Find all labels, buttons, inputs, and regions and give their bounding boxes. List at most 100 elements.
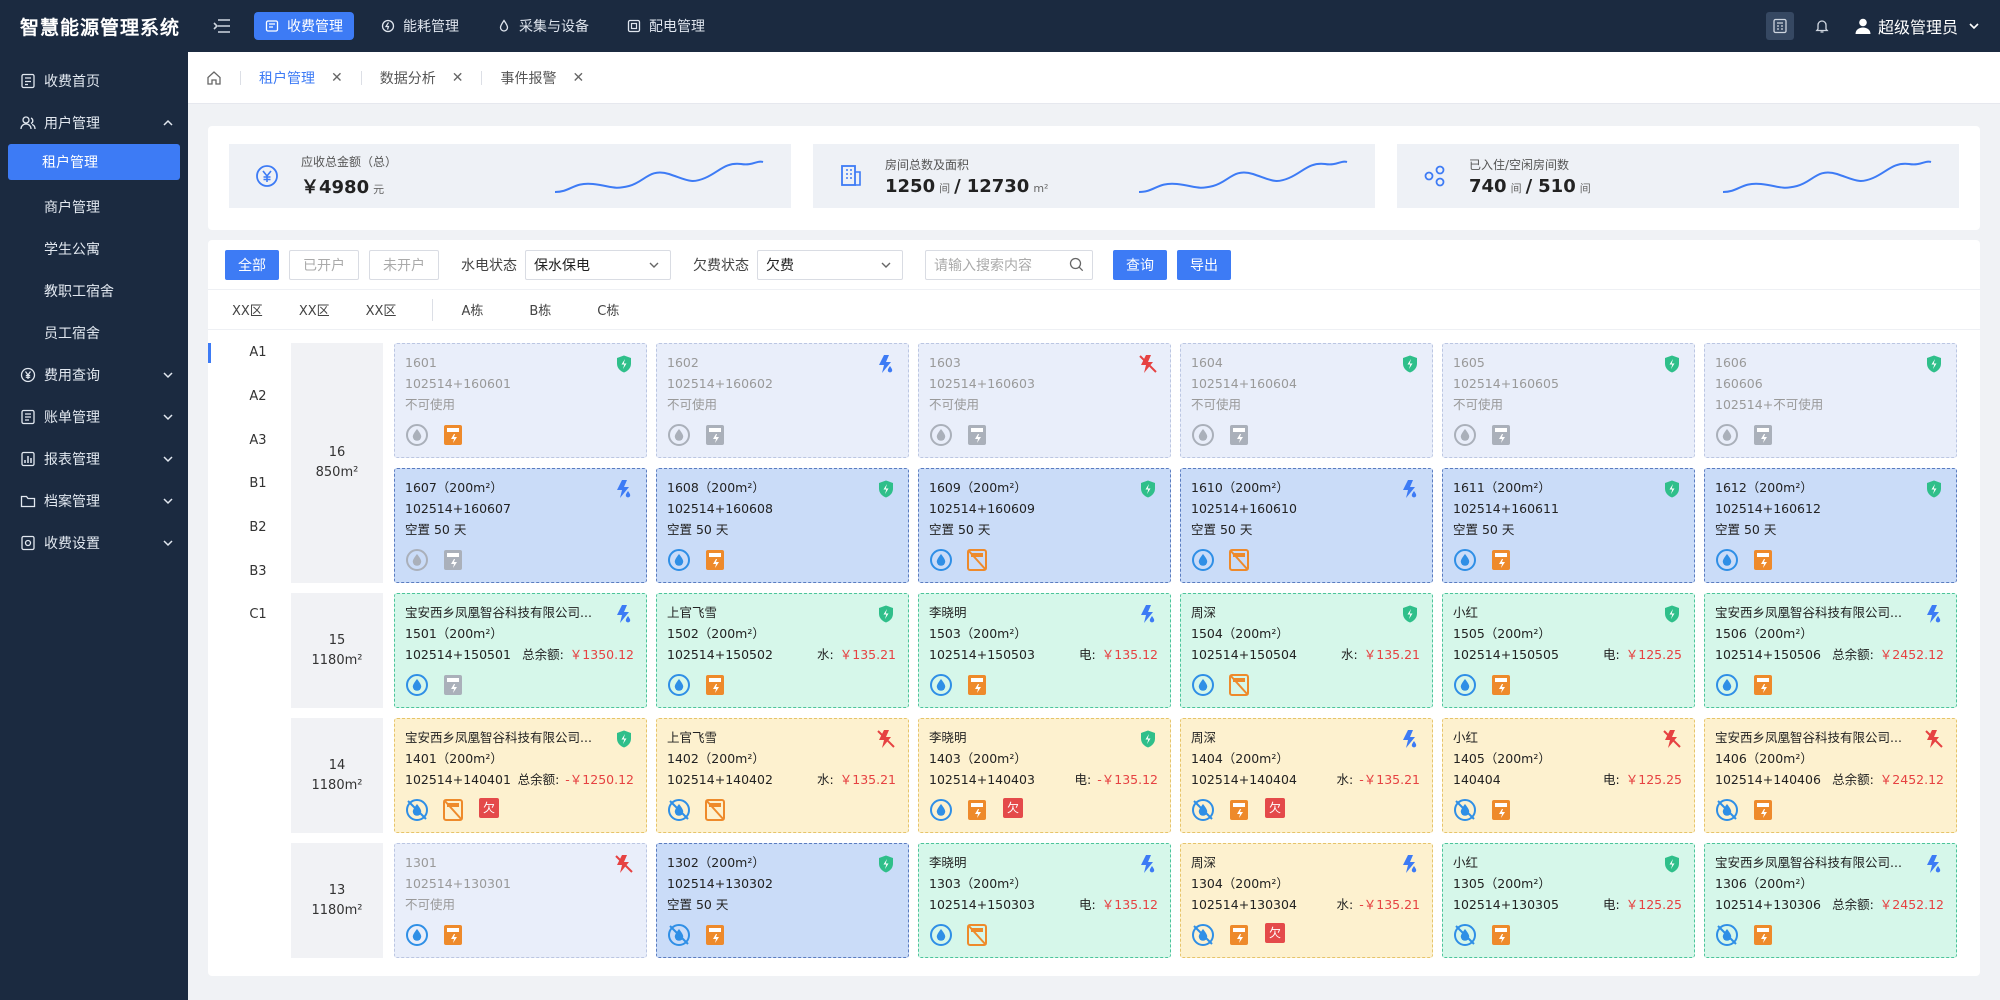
room-card[interactable]: 1610（200m²） 102514+160610 空置 50 天 (1180, 468, 1433, 583)
meter-off-icon[interactable] (441, 798, 465, 822)
gauge-icon[interactable] (929, 548, 953, 572)
gauge-icon[interactable] (1453, 423, 1477, 447)
gauge-off-icon[interactable] (405, 798, 429, 822)
meter-icon[interactable] (703, 548, 727, 572)
water-status-select[interactable]: 保水保电 (525, 249, 671, 280)
sidebar-subitem-0[interactable]: 租户管理 (8, 144, 180, 180)
gauge-off-icon[interactable] (667, 798, 691, 822)
gauge-icon[interactable] (929, 423, 953, 447)
room-card[interactable]: 1601 102514+160601 不可使用 (394, 343, 647, 458)
building-tab-1[interactable]: B栋 (529, 304, 552, 319)
meter-icon[interactable] (1489, 923, 1513, 947)
meter-off-icon[interactable] (965, 923, 989, 947)
room-card[interactable]: 宝安西乡凤凰智谷科技有限公司... 1506（200m²） 102514+15050… (1704, 593, 1957, 708)
topnav-item-0[interactable]: 收费管理 (254, 12, 354, 40)
meter-icon[interactable] (965, 673, 989, 697)
zone-tab-0[interactable]: XX区 (232, 304, 263, 319)
gauge-icon[interactable] (1453, 673, 1477, 697)
meter-off-icon[interactable] (1227, 548, 1251, 572)
room-card[interactable]: 宝安西乡凤凰智谷科技有限公司... 1401（200m²） 102514+14040… (394, 718, 647, 833)
meter-icon[interactable] (1489, 673, 1513, 697)
meter-icon[interactable] (1489, 798, 1513, 822)
meter-off-icon[interactable] (703, 798, 727, 822)
meter-icon[interactable] (965, 798, 989, 822)
building-tab-0[interactable]: A栋 (461, 304, 484, 319)
zone-tab-2[interactable]: XX区 (365, 304, 397, 319)
sidebar-subitem-1[interactable]: 商户管理 (44, 200, 100, 216)
row-item-B3[interactable]: B3 (249, 563, 267, 579)
room-card[interactable]: 1608（200m²） 102514+160608 空置 50 天 (656, 468, 909, 583)
gauge-icon[interactable] (1191, 548, 1215, 572)
meter-icon[interactable] (1751, 798, 1775, 822)
meter-icon[interactable] (441, 423, 465, 447)
room-card[interactable]: 1301 102514+130301 不可使用 (394, 843, 647, 958)
room-card[interactable]: 1604 102514+160604 不可使用 (1180, 343, 1433, 458)
meter-icon[interactable] (703, 423, 727, 447)
meter-icon[interactable] (703, 923, 727, 947)
meter-icon[interactable] (1751, 673, 1775, 697)
gauge-icon[interactable] (405, 673, 429, 697)
filter-opened-button[interactable]: 已开户 (289, 249, 359, 280)
room-card[interactable]: 李晓明 1503（200m²） 102514+150503 电: ￥135.12 (918, 593, 1171, 708)
gauge-icon[interactable] (929, 673, 953, 697)
sidebar-item-3[interactable]: 账单管理 (0, 396, 188, 438)
meter-icon[interactable] (1489, 423, 1513, 447)
sidebar-item-1[interactable]: 用户管理 (0, 102, 188, 144)
gauge-off-icon[interactable] (1715, 923, 1739, 947)
room-card[interactable]: 宝安西乡凤凰智谷科技有限公司... 1306（200m²） 102514+13030… (1704, 843, 1957, 958)
gauge-icon[interactable] (667, 673, 691, 697)
meter-icon[interactable] (441, 548, 465, 572)
calculator-icon[interactable] (1765, 12, 1794, 40)
gauge-icon[interactable] (1715, 548, 1739, 572)
topnav-item-3[interactable]: 配电管理 (616, 12, 716, 40)
row-item-B1[interactable]: B1 (249, 476, 267, 492)
room-card[interactable]: 1612（200m²） 102514+160612 空置 50 天 (1704, 468, 1957, 583)
meter-icon[interactable] (965, 423, 989, 447)
tab-0[interactable]: 租户管理 ✕ (240, 70, 361, 87)
gauge-off-icon[interactable] (667, 923, 691, 947)
gauge-icon[interactable] (1453, 548, 1477, 572)
filter-unopened-button[interactable]: 未开户 (369, 249, 439, 280)
row-item-A1[interactable]: A1 (208, 331, 276, 375)
room-card[interactable]: 上官飞雪 1402（200m²） 102514+140402 水: ￥135.21 (656, 718, 909, 833)
gauge-icon[interactable] (1191, 423, 1215, 447)
sidebar-subitem-4[interactable]: 员工宿舍 (44, 326, 100, 342)
room-card[interactable]: 小红 1505（200m²） 102514+150505 电: ￥125.25 (1442, 593, 1695, 708)
meter-off-icon[interactable] (1227, 673, 1251, 697)
gauge-icon[interactable] (405, 923, 429, 947)
gauge-icon[interactable] (929, 923, 953, 947)
room-card[interactable]: 1603 102514+160603 不可使用 (918, 343, 1171, 458)
gauge-off-icon[interactable] (1191, 798, 1215, 822)
meter-icon[interactable] (1751, 548, 1775, 572)
zone-tab-1[interactable]: XX区 (298, 304, 330, 319)
search-input[interactable]: 请输入搜索内容 (925, 249, 1093, 280)
row-item-C1[interactable]: C1 (249, 607, 267, 623)
close-icon[interactable]: ✕ (572, 69, 585, 86)
row-item-B2[interactable]: B2 (249, 520, 267, 536)
close-icon[interactable]: ✕ (451, 69, 464, 86)
topnav-item-2[interactable]: 采集与设备 (486, 12, 600, 40)
meter-icon[interactable] (703, 673, 727, 697)
row-item-A2[interactable]: A2 (249, 389, 267, 405)
topnav-item-1[interactable]: 能耗管理 (370, 12, 470, 40)
meter-icon[interactable] (1751, 923, 1775, 947)
meter-icon[interactable] (1227, 798, 1251, 822)
room-card[interactable]: 1602 102514+160602 不可使用 (656, 343, 909, 458)
room-card[interactable]: 1605 102514+160605 不可使用 (1442, 343, 1695, 458)
gauge-off-icon[interactable] (1453, 923, 1477, 947)
meter-icon[interactable] (1489, 548, 1513, 572)
export-button[interactable]: 导出 (1177, 249, 1231, 280)
bell-icon[interactable] (1808, 12, 1836, 40)
room-card[interactable]: 1609（200m²） 102514+160609 空置 50 天 (918, 468, 1171, 583)
filter-all-button[interactable]: 全部 (225, 249, 279, 280)
room-card[interactable]: 1611（200m²） 102514+160611 空置 50 天 (1442, 468, 1695, 583)
room-card[interactable]: 1607（200m²） 102514+160607 空置 50 天 (394, 468, 647, 583)
gauge-icon[interactable] (929, 798, 953, 822)
tab-2[interactable]: 事件报警 ✕ (481, 69, 602, 87)
sidebar-item-5[interactable]: 档案管理 (0, 480, 188, 522)
sidebar-item-0[interactable]: 收费首页 (0, 60, 188, 102)
user-menu[interactable]: 超级管理员 (1854, 14, 1986, 38)
gauge-icon[interactable] (667, 423, 691, 447)
meter-icon[interactable] (1227, 923, 1251, 947)
sidebar-subitem-3[interactable]: 教职工宿舍 (44, 284, 114, 300)
